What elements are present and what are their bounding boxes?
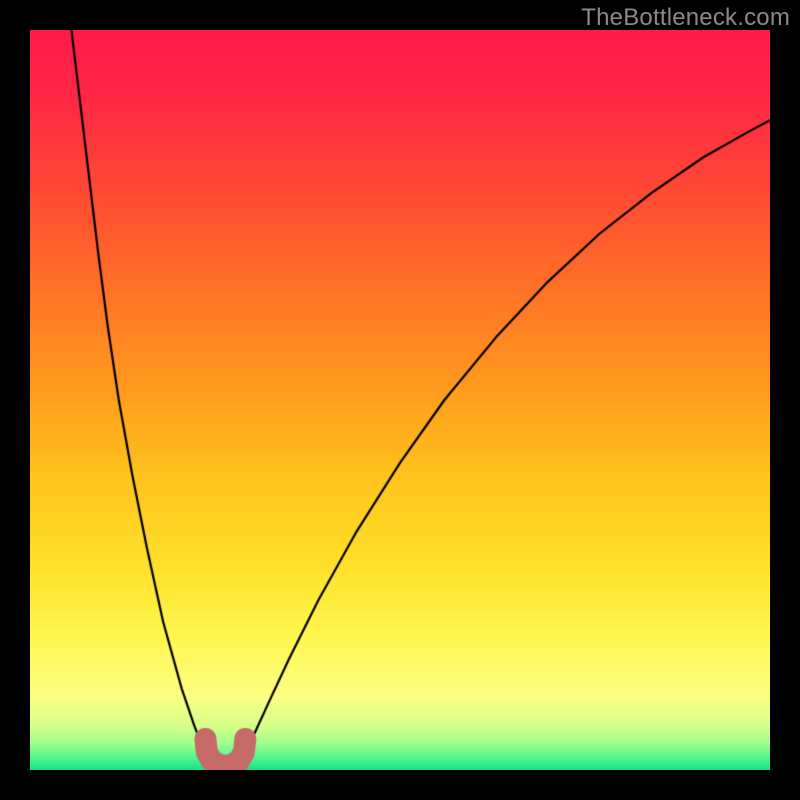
bottleneck-curve-canvas <box>30 30 770 770</box>
plot-area <box>30 30 770 770</box>
chart-container: TheBottleneck.com <box>0 0 800 800</box>
watermark-text: TheBottleneck.com <box>581 4 790 32</box>
